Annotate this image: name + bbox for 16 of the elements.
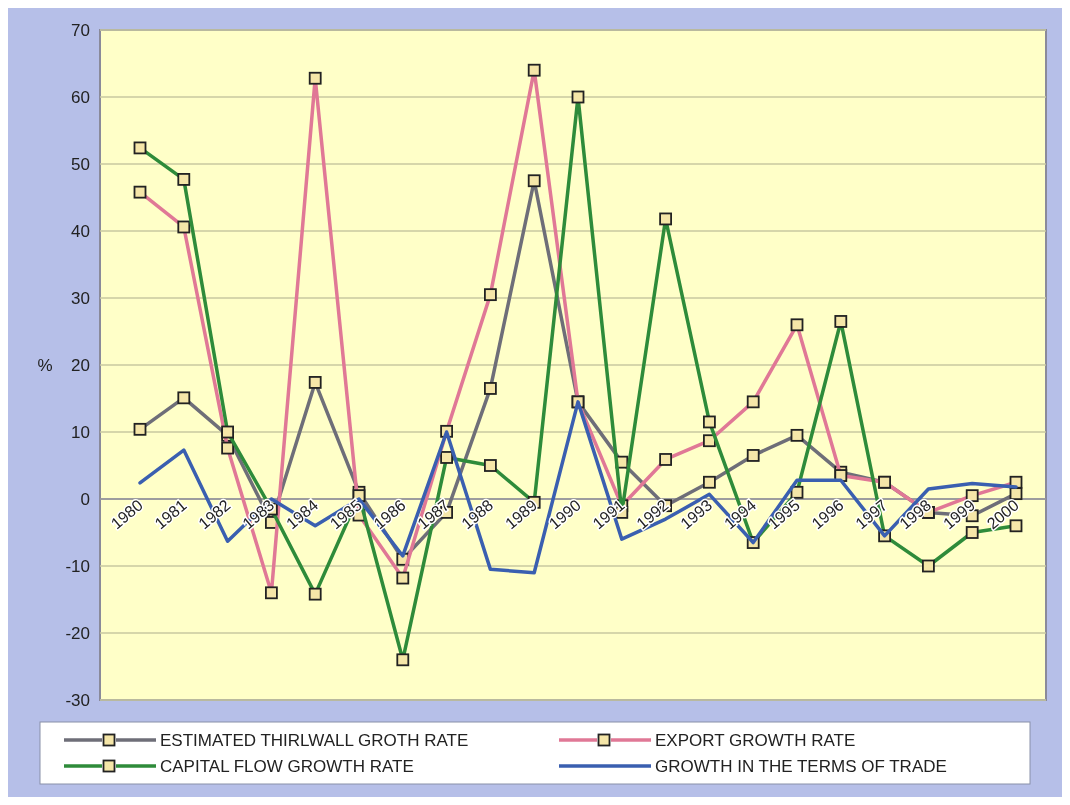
y-tick-label: -10	[65, 557, 90, 576]
y-tick-label: 10	[71, 423, 90, 442]
y-tick-label: 50	[71, 155, 90, 174]
legend-label: ESTIMATED THIRLWALL GROTH RATE	[160, 731, 469, 750]
y-tick-label: 60	[71, 88, 90, 107]
y-axis-title: %	[37, 356, 53, 375]
y-tick-label: 20	[71, 356, 90, 375]
y-tick-label: 0	[80, 490, 90, 509]
y-tick-label: 30	[71, 289, 90, 308]
legend-label: CAPITAL FLOW GROWTH RATE	[160, 757, 414, 776]
legend-label: GROWTH IN THE TERMS OF TRADE	[655, 757, 947, 776]
y-tick-label: 40	[71, 222, 90, 241]
y-tick-label: -30	[65, 691, 90, 710]
y-tick-label: 70	[71, 21, 90, 40]
y-tick-label: -20	[65, 624, 90, 643]
legend-label: EXPORT GROWTH RATE	[655, 731, 856, 750]
